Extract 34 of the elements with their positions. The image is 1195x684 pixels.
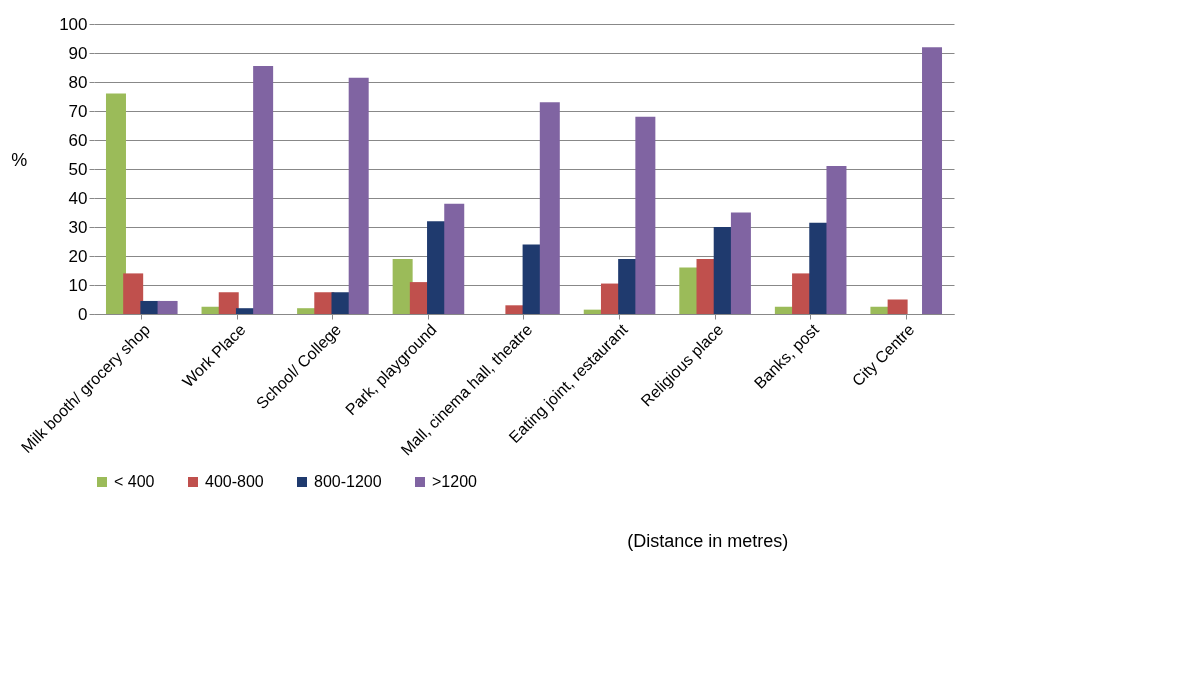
bar bbox=[123, 273, 144, 314]
bar bbox=[826, 166, 847, 314]
y-tick-label: 60 bbox=[68, 130, 88, 150]
y-tick-label: 0 bbox=[78, 304, 88, 324]
bar bbox=[157, 300, 178, 314]
y-tick-label: 90 bbox=[68, 43, 88, 63]
y-tick-label: 40 bbox=[68, 188, 88, 208]
y-tick-label: 100 bbox=[59, 14, 88, 34]
legend-label: 800-1200 bbox=[314, 473, 382, 490]
legend-label: < 400 bbox=[114, 473, 155, 490]
bar bbox=[253, 66, 274, 314]
legend-label: >1200 bbox=[432, 473, 478, 490]
bar bbox=[392, 258, 413, 314]
y-tick-label: 70 bbox=[68, 101, 88, 121]
bar bbox=[730, 212, 751, 314]
bar bbox=[140, 300, 161, 314]
y-tick-label: 80 bbox=[68, 72, 88, 92]
bar bbox=[539, 102, 560, 314]
y-tick-label: 10 bbox=[68, 275, 88, 295]
y-tick-label: 30 bbox=[68, 217, 88, 237]
y-axis-title: % bbox=[11, 149, 28, 170]
bar bbox=[444, 203, 465, 314]
bar bbox=[105, 93, 126, 314]
y-tick-label: 20 bbox=[68, 246, 88, 266]
bar bbox=[922, 47, 943, 314]
text: (Distance in metres) bbox=[627, 531, 789, 551]
bar bbox=[505, 305, 526, 314]
bar bbox=[887, 299, 908, 314]
legend-label: 400-800 bbox=[205, 473, 264, 490]
bar bbox=[348, 77, 369, 314]
bar bbox=[218, 292, 239, 314]
bar bbox=[331, 292, 352, 314]
bar bbox=[635, 116, 656, 314]
y-tick-label: 50 bbox=[68, 159, 88, 179]
